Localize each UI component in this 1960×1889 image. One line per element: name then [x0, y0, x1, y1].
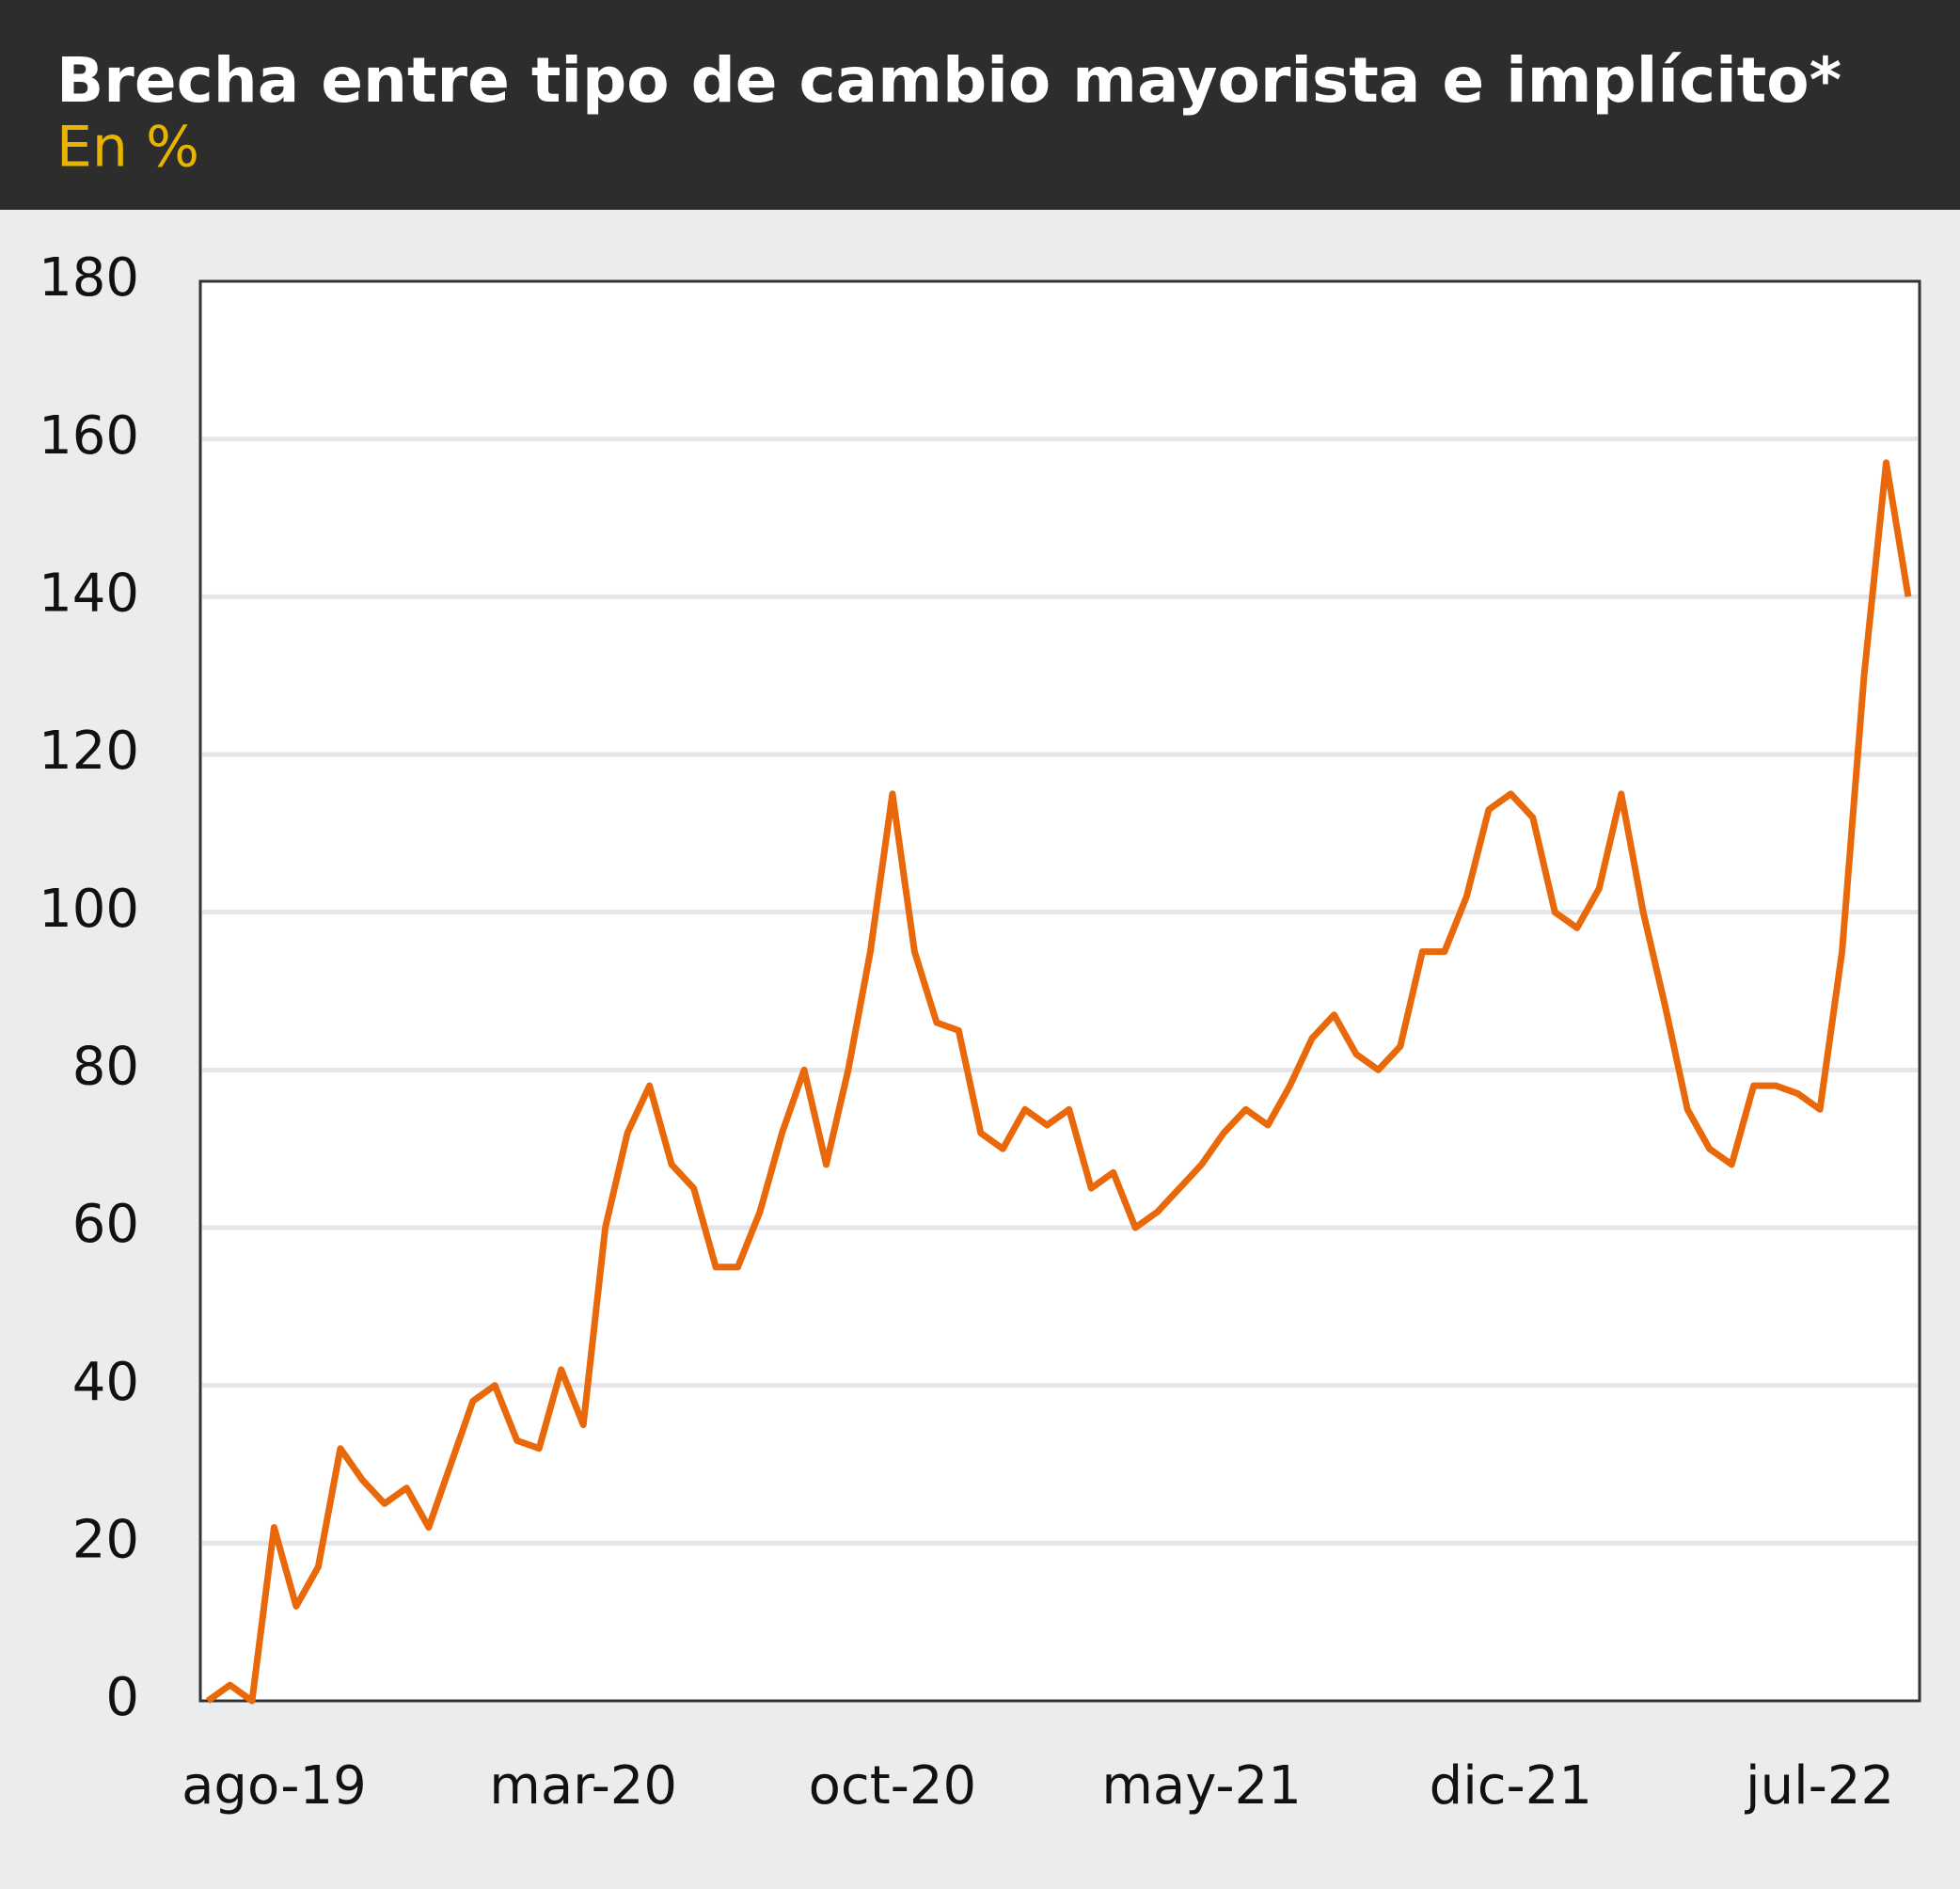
y-tick-label: 120 [39, 721, 139, 782]
y-tick-label: 160 [39, 405, 139, 467]
data-line [205, 459, 1912, 1705]
header [0, 0, 1960, 210]
x-tick-label: jul-22 [1744, 1755, 1894, 1817]
y-tick-label: 140 [39, 563, 139, 624]
y-tick-label: 0 [105, 1667, 139, 1728]
x-tick-label: dic-21 [1430, 1755, 1592, 1817]
y-tick-label: 180 [39, 247, 139, 309]
x-tick-label: may-21 [1101, 1755, 1302, 1817]
x-tick-label: ago-19 [182, 1755, 367, 1817]
y-tick-label: 60 [72, 1194, 139, 1255]
y-tick-label: 80 [72, 1036, 139, 1097]
x-tick-label: oct-20 [809, 1755, 976, 1817]
chart-subtitle: En % [56, 115, 199, 181]
plot-area [198, 279, 1921, 1703]
y-tick-label: 40 [72, 1352, 139, 1413]
y-tick-label: 100 [39, 879, 139, 940]
chart-title: Brecha entre tipo de cambio mayorista e … [56, 44, 1841, 117]
y-tick-label: 20 [72, 1509, 139, 1570]
x-tick-label: mar-20 [489, 1755, 677, 1817]
